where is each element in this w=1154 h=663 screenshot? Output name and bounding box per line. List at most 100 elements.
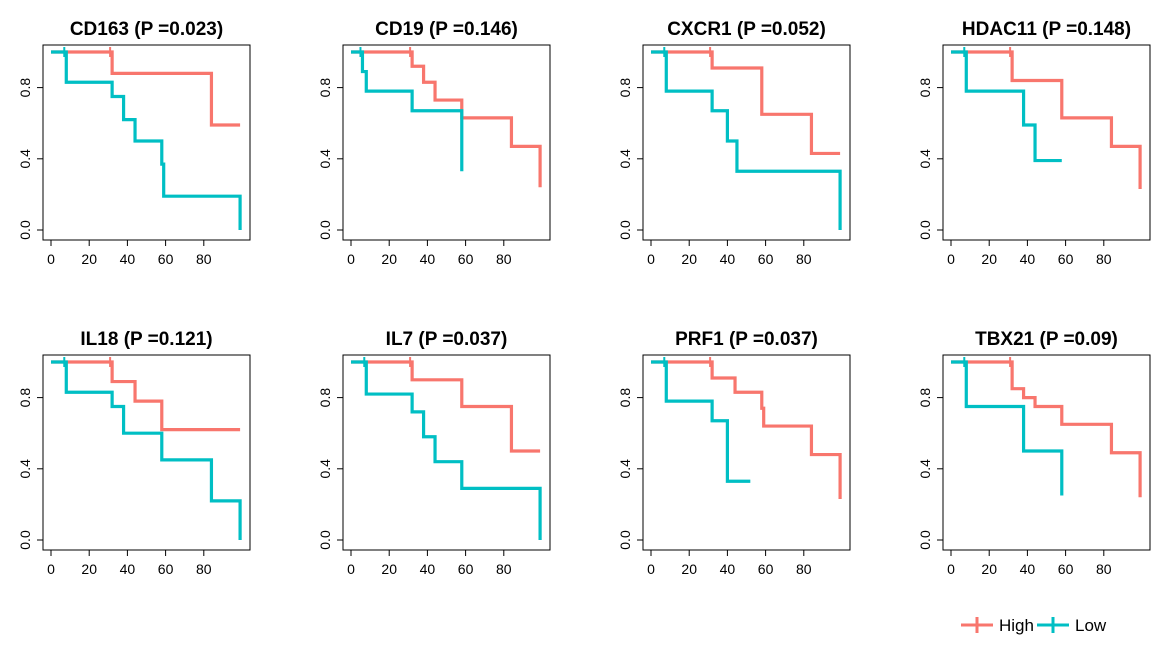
series-line-low: [351, 360, 542, 540]
plot-frame: [42, 354, 251, 551]
y-tick-label: 0.4: [617, 459, 633, 479]
y-tick-label: 0.8: [617, 388, 633, 408]
x-tick-label: 40: [420, 251, 436, 267]
x-tick-label: 0: [347, 251, 355, 267]
y-tick-label: 0.8: [617, 78, 633, 98]
x-tick-label: 0: [47, 251, 55, 267]
y-tick-label: 0.0: [317, 530, 333, 550]
x-tick-label: 0: [47, 561, 55, 577]
panel-4: IL18 (P =0.121) 0 20 40 60 80 0.0 0.4 0.8: [17, 329, 251, 577]
y-tick-label: 0.4: [17, 459, 33, 479]
plot-frame: [342, 44, 551, 241]
x-tick-label: 80: [496, 561, 512, 577]
x-tick-label: 40: [1020, 561, 1036, 577]
x-tick-label: 60: [458, 561, 474, 577]
y-tick-label: 0.4: [17, 149, 33, 169]
y-tick-label: 0.4: [917, 149, 933, 169]
y-tick-label: 0.0: [17, 220, 33, 240]
x-tick-label: 60: [158, 561, 174, 577]
panel-title: IL7 (P =0.037): [386, 329, 508, 350]
x-tick-label: 0: [947, 251, 955, 267]
legend-high-label: High: [999, 616, 1034, 635]
panel-5: IL7 (P =0.037) 0 20 40 60 80 0.0 0.4 0.8: [317, 329, 551, 577]
x-tick-label: 40: [420, 561, 436, 577]
plot-frame: [642, 354, 851, 551]
panels-group: CD163 (P =0.023) 0 20 40 60 80 0.0 0.4 0.8 CD19 (…: [17, 19, 1151, 577]
y-tick-label: 0.4: [617, 149, 633, 169]
x-tick-label: 20: [681, 251, 697, 267]
series-line-high: [651, 360, 842, 500]
x-tick-label: 60: [1058, 561, 1074, 577]
x-tick-label: 60: [758, 251, 774, 267]
y-tick-label: 0.4: [917, 459, 933, 479]
series-line-low: [651, 50, 842, 230]
x-tick-label: 20: [981, 251, 997, 267]
x-tick-label: 80: [196, 561, 212, 577]
series-line-low: [51, 50, 242, 230]
x-tick-label: 20: [81, 561, 97, 577]
legend-low-label: Low: [1075, 616, 1107, 635]
panel-0: CD163 (P =0.023) 0 20 40 60 80 0.0 0.4 0.8: [17, 19, 251, 267]
x-tick-label: 20: [681, 561, 697, 577]
panel-3: HDAC11 (P =0.148) 0 20 40 60 80 0.0 0.4 0.8: [917, 19, 1151, 267]
series-line-high: [51, 50, 241, 127]
y-tick-label: 0.4: [317, 149, 333, 169]
x-tick-label: 80: [196, 251, 212, 267]
plot-frame: [942, 44, 1151, 241]
x-tick-label: 80: [496, 251, 512, 267]
panel-title: CXCR1 (P =0.052): [667, 19, 826, 40]
y-tick-label: 0.8: [917, 388, 933, 408]
series-line-high: [951, 360, 1142, 498]
x-tick-label: 0: [647, 561, 655, 577]
panel-7: TBX21 (P =0.09) 0 20 40 60 80 0.0 0.4 0.8: [917, 329, 1151, 577]
x-tick-label: 60: [758, 561, 774, 577]
x-tick-label: 20: [81, 251, 97, 267]
series-line-high: [951, 50, 1142, 190]
series-line-low: [651, 360, 751, 483]
y-tick-label: 0.0: [917, 530, 933, 550]
x-tick-label: 80: [1096, 251, 1112, 267]
x-tick-label: 40: [720, 251, 736, 267]
series-line-high: [351, 50, 542, 188]
x-tick-label: 40: [120, 251, 136, 267]
y-tick-label: 0.0: [617, 220, 633, 240]
y-tick-label: 0.8: [17, 388, 33, 408]
series-line-low: [951, 360, 1064, 496]
panel-title: HDAC11 (P =0.148): [962, 19, 1131, 40]
panel-2: CXCR1 (P =0.052) 0 20 40 60 80 0.0 0.4 0.8: [617, 19, 851, 267]
legend: High Low: [961, 616, 1107, 635]
panel-title: PRF1 (P =0.037): [675, 329, 818, 350]
panel-title: IL18 (P =0.121): [80, 329, 212, 350]
y-tick-label: 0.8: [317, 78, 333, 98]
series-line-high: [51, 360, 241, 432]
y-tick-label: 0.0: [617, 530, 633, 550]
panel-title: TBX21 (P =0.09): [975, 329, 1118, 350]
panel-1: CD19 (P =0.146) 0 20 40 60 80 0.0 0.4 0.8: [317, 19, 551, 267]
x-tick-label: 80: [796, 561, 812, 577]
series-line-low: [51, 360, 242, 540]
x-tick-label: 80: [796, 251, 812, 267]
y-tick-label: 0.0: [17, 530, 33, 550]
x-tick-label: 60: [1058, 251, 1074, 267]
panel-title: CD163 (P =0.023): [70, 19, 223, 40]
y-tick-label: 0.0: [917, 220, 933, 240]
x-tick-label: 0: [347, 561, 355, 577]
panel-6: PRF1 (P =0.037) 0 20 40 60 80 0.0 0.4 0.8: [617, 329, 851, 577]
x-tick-label: 20: [381, 251, 397, 267]
x-tick-label: 40: [720, 561, 736, 577]
x-tick-label: 20: [981, 561, 997, 577]
x-tick-label: 40: [120, 561, 136, 577]
x-tick-label: 40: [1020, 251, 1036, 267]
series-line-low: [351, 50, 464, 172]
x-tick-label: 20: [381, 561, 397, 577]
plot-frame: [42, 44, 251, 241]
series-line-high: [651, 50, 841, 156]
x-tick-label: 0: [947, 561, 955, 577]
y-tick-label: 0.4: [317, 459, 333, 479]
y-tick-label: 0.8: [917, 78, 933, 98]
panel-title: CD19 (P =0.146): [375, 19, 518, 40]
y-tick-label: 0.0: [317, 220, 333, 240]
series-line-high: [351, 360, 541, 453]
x-tick-label: 0: [647, 251, 655, 267]
